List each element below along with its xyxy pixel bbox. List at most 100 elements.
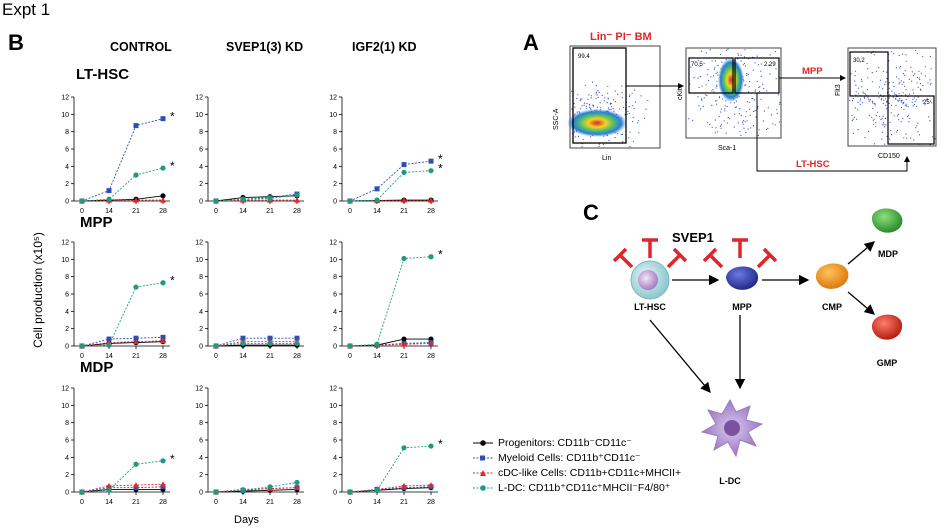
- event-dot: [881, 117, 883, 119]
- event-dot: [610, 102, 612, 105]
- event-dot: [909, 93, 911, 95]
- event-dot: [614, 101, 616, 103]
- y-tick-label: 4: [199, 455, 203, 462]
- event-dot: [598, 91, 600, 93]
- event-dot: [647, 99, 649, 102]
- event-dot: [872, 123, 875, 125]
- event-dot: [861, 86, 863, 88]
- chart-2-2: 0 2 4 6 8 10 12 0 14 21 28 *: [329, 386, 443, 507]
- event-dot: [581, 105, 583, 107]
- event-dot: [886, 78, 888, 80]
- data-point-ldc: [347, 343, 353, 349]
- event-dot: [892, 81, 894, 83]
- x-tick-label: 0: [348, 208, 352, 215]
- event-dot: [864, 97, 866, 99]
- arrow-lthsc: [756, 93, 908, 172]
- legend-label: L-DC: CD11b⁺CD11c⁺MHCII⁻F4/80⁺: [498, 481, 671, 494]
- event-dot: [752, 125, 754, 127]
- event-dot: [629, 94, 631, 96]
- event-dot: [577, 94, 579, 96]
- data-point-myeloid: [133, 123, 139, 129]
- event-dot: [699, 65, 701, 67]
- y-tick-label: 10: [61, 403, 69, 410]
- event-dot: [900, 80, 902, 82]
- event-dot: [631, 120, 634, 123]
- event-dot: [881, 97, 883, 100]
- event-dot: [699, 108, 702, 110]
- legend-label: Progenitors: CD11b⁻CD11c⁻: [498, 436, 632, 449]
- event-dot: [747, 74, 749, 76]
- event-dot: [724, 110, 726, 112]
- event-dot: [619, 108, 621, 110]
- event-dot: [715, 100, 717, 102]
- significance-marker: *: [438, 248, 443, 262]
- data-point-ldc: [294, 340, 300, 346]
- event-dot: [876, 111, 878, 113]
- series-line-ldc: [215, 482, 298, 493]
- event-dot: [632, 116, 634, 119]
- data-point-ldc: [160, 165, 166, 171]
- event-dot: [873, 118, 875, 120]
- event-dot: [581, 146, 583, 148]
- event-dot: [901, 99, 903, 101]
- event-dot: [905, 60, 907, 62]
- event-dot: [711, 60, 713, 62]
- data-point-myeloid: [160, 116, 166, 122]
- event-dot: [896, 129, 899, 131]
- event-dot: [769, 73, 771, 75]
- series-line-cdc: [81, 340, 164, 347]
- event-dot: [738, 113, 740, 115]
- series-line-cdc: [349, 484, 432, 493]
- event-dot: [859, 103, 861, 105]
- event-dot: [912, 89, 914, 91]
- event-dot: [867, 77, 869, 79]
- event-dot: [915, 127, 917, 129]
- event-dot: [744, 49, 746, 51]
- event-dot: [857, 101, 859, 103]
- event-dot: [900, 65, 902, 67]
- series-line-ldc: [81, 282, 164, 347]
- event-dot: [579, 108, 582, 110]
- event-dot: [609, 103, 611, 105]
- data-point-cdc: [401, 482, 407, 489]
- event-dot: [632, 140, 634, 142]
- gmp-cell: [871, 314, 903, 340]
- data-point-ldc: [133, 284, 139, 290]
- event-dot: [634, 89, 636, 91]
- event-dot: [893, 53, 895, 55]
- event-dot: [889, 138, 891, 140]
- event-dot: [593, 104, 595, 106]
- event-dot: [872, 102, 874, 104]
- y-tick-label: 0: [333, 199, 337, 206]
- event-dot: [621, 97, 623, 99]
- y-tick-label: 12: [329, 386, 337, 393]
- lthsc-nucleus: [638, 270, 658, 290]
- event-dot: [886, 71, 888, 73]
- event-dot: [906, 137, 908, 139]
- event-dot: [633, 107, 635, 110]
- event-dot: [916, 82, 918, 84]
- event-dot: [715, 127, 717, 129]
- event-dot: [711, 126, 713, 128]
- event-dot: [777, 94, 780, 96]
- data-point-ldc: [240, 196, 246, 202]
- event-dot: [760, 63, 762, 65]
- event-dot: [888, 97, 890, 99]
- x-tick-label: 0: [80, 208, 84, 215]
- event-dot: [914, 73, 916, 75]
- event-dot: [703, 97, 705, 99]
- series-line-ldc: [215, 194, 298, 202]
- event-dot: [898, 99, 901, 101]
- data-point-cdc: [133, 197, 139, 203]
- x-tick-label: 28: [159, 353, 167, 360]
- event-dot: [748, 91, 750, 93]
- event-dot: [634, 101, 636, 103]
- event-dot: [632, 105, 634, 107]
- data-point-cdc: [401, 341, 407, 347]
- series-line-progenitors: [349, 487, 432, 493]
- data-point-myeloid: [240, 335, 246, 341]
- event-dot: [709, 124, 711, 126]
- event-dot: [934, 138, 936, 140]
- event-dot: [881, 124, 883, 126]
- event-dot: [862, 102, 864, 104]
